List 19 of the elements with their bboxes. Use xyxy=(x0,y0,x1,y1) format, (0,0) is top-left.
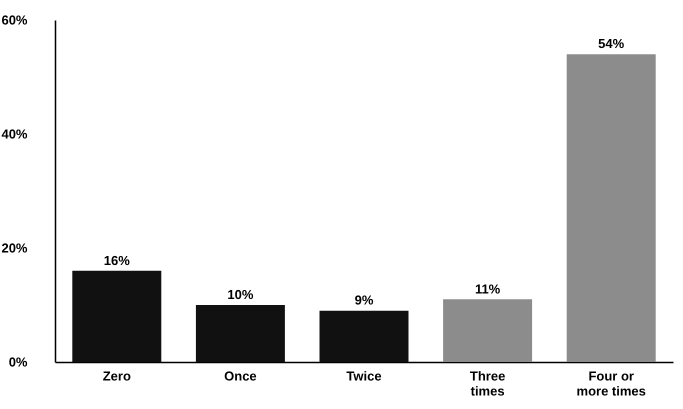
y-tick-label: 0% xyxy=(8,354,28,370)
x-tick-label: Zero xyxy=(102,368,131,384)
bar xyxy=(320,310,408,362)
x-tick-label: Three times xyxy=(470,368,506,398)
data-label: 10% xyxy=(227,287,254,302)
x-tick-label: Once xyxy=(224,368,257,384)
bar xyxy=(566,54,656,362)
bar xyxy=(443,299,532,362)
x-tick-label: Twice xyxy=(346,368,382,384)
bar xyxy=(72,270,162,362)
y-tick-label: 20% xyxy=(1,240,28,256)
y-tick-label: 60% xyxy=(1,12,28,28)
x-tick-label: Four or more times xyxy=(576,368,646,398)
data-label: 16% xyxy=(104,252,130,268)
bar xyxy=(196,305,285,362)
data-label: 9% xyxy=(354,292,374,308)
data-label: 11% xyxy=(474,281,501,296)
y-tick-label: 40% xyxy=(1,126,28,142)
data-label: 54% xyxy=(598,36,625,52)
